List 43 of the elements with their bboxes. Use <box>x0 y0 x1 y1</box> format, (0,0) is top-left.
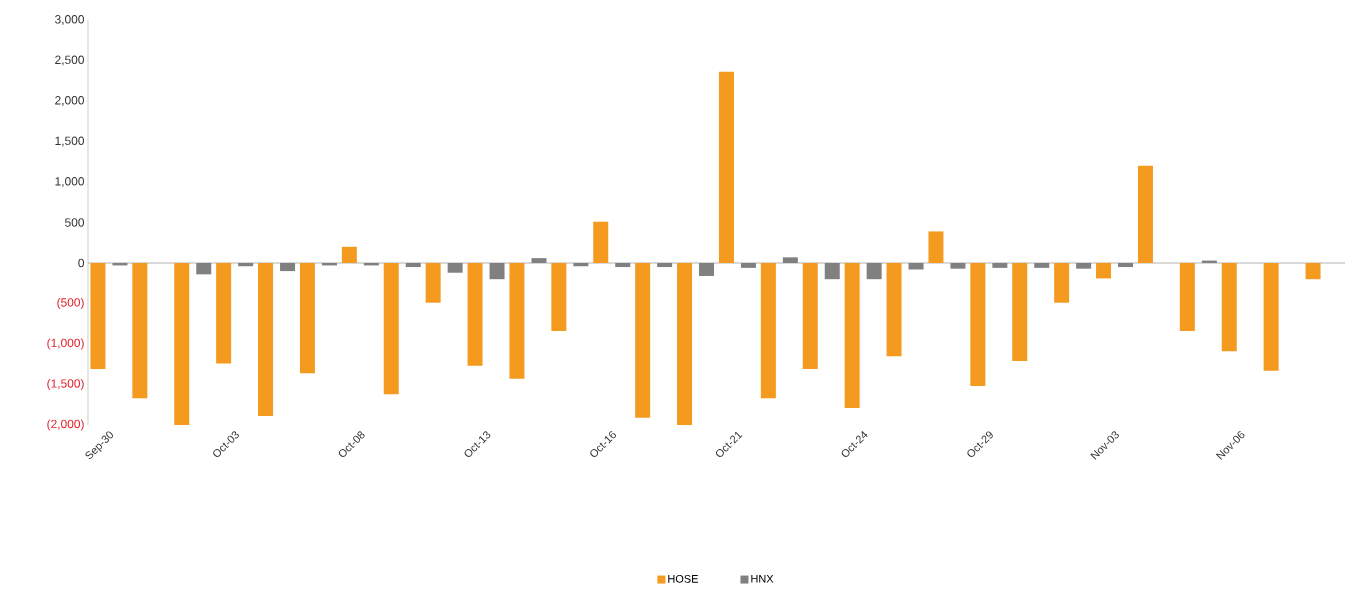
bar <box>1263 263 1279 371</box>
legend-label: HOSE <box>668 575 698 583</box>
bar <box>802 263 818 370</box>
legend-label: HNX <box>751 575 774 583</box>
bar <box>886 263 902 357</box>
bar <box>258 263 274 417</box>
bar <box>551 263 567 332</box>
y-tick-label: 2,000 <box>55 96 85 106</box>
bar <box>299 263 315 374</box>
bar <box>216 263 232 364</box>
y-tick-label: 1,500 <box>55 136 85 147</box>
bar <box>1096 263 1112 279</box>
bar <box>1137 165 1153 263</box>
bar <box>383 263 399 395</box>
bar <box>844 263 860 408</box>
bar <box>1054 263 1070 303</box>
y-tick-label: 500 <box>65 218 85 227</box>
y-tick-label: 1,000 <box>55 177 85 187</box>
bar <box>718 71 734 263</box>
bar <box>174 263 190 425</box>
bar <box>1221 263 1237 352</box>
y-tick-label: (500) <box>57 297 84 310</box>
y-tick-label: (1,500) <box>47 378 84 391</box>
bar <box>1012 263 1028 362</box>
bar <box>132 263 148 399</box>
bar <box>635 263 651 418</box>
y-tick-label: (1,000) <box>47 338 84 350</box>
y-tick-label: 3,000 <box>55 15 85 25</box>
bar <box>677 263 693 425</box>
bar <box>90 263 106 370</box>
bar <box>341 246 357 263</box>
bar <box>467 263 483 366</box>
bar <box>970 263 986 387</box>
bar <box>425 263 441 303</box>
y-tick-label: 0 <box>78 258 85 268</box>
bar <box>760 263 776 399</box>
bar <box>593 221 609 263</box>
bar <box>509 263 525 379</box>
y-tick-label: 2,500 <box>55 55 85 66</box>
bar <box>1179 263 1195 332</box>
bar <box>928 231 944 263</box>
y-tick-label: (2,000) <box>47 419 84 431</box>
bar <box>1305 263 1321 280</box>
